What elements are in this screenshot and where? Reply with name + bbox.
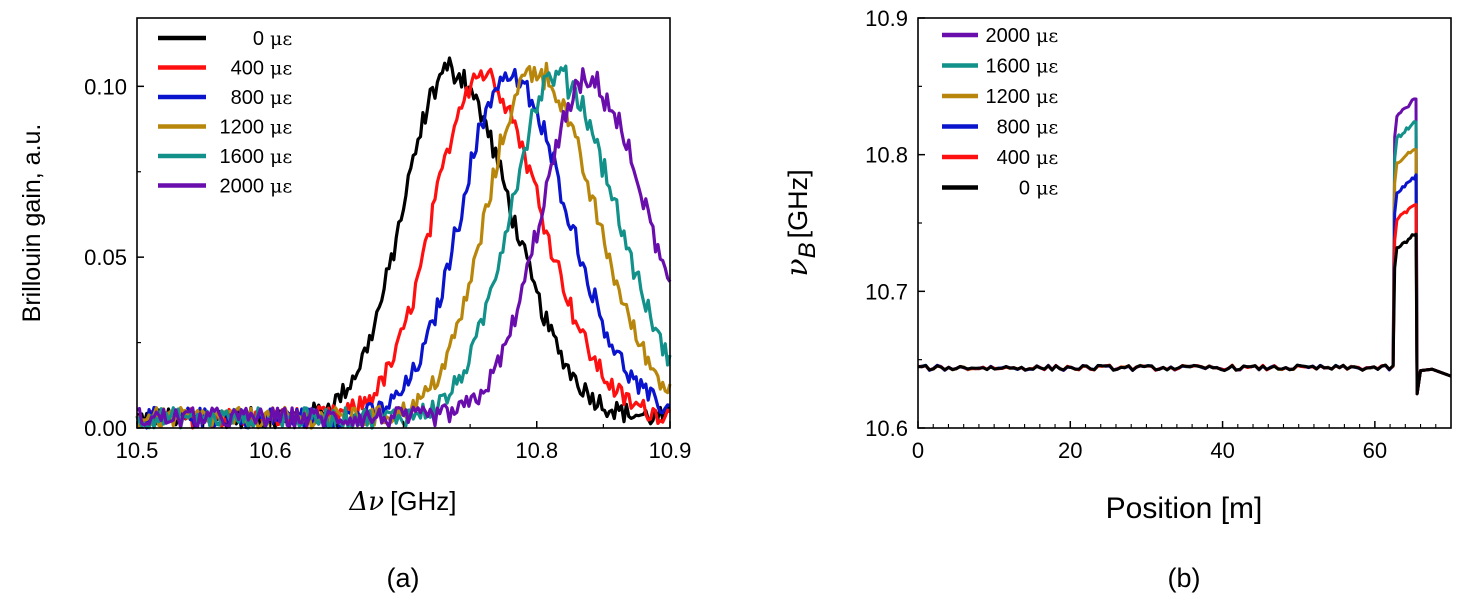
panel-a-y-tick-label: 0.00 bbox=[84, 416, 127, 441]
panel-a-x-axis-label: Δν [GHz] bbox=[348, 486, 456, 517]
panel-b-legend-label-800: 800 bbox=[997, 117, 1030, 139]
panel-b-series-group bbox=[917, 97, 1452, 396]
panel-b-legend-label-400: 400 bbox=[997, 147, 1030, 169]
panel-a-series-line-1600 bbox=[135, 64, 672, 430]
panel-b-series-line-1200 bbox=[917, 148, 1452, 396]
panel-b-x-tick-label: 40 bbox=[1210, 438, 1234, 463]
panel-a-legend-label-400: 400 bbox=[231, 58, 264, 80]
panel-a-x-tick-label: 10.7 bbox=[382, 438, 425, 463]
panel-b-y-tick-label: 10.8 bbox=[865, 143, 908, 168]
panel-b-series-line-0 bbox=[917, 232, 1452, 396]
panel-b-x-tick-label: 0 bbox=[912, 438, 924, 463]
panel-a-plot-frame bbox=[136, 17, 671, 429]
panel-a-ticks: 10.5 10.6 10.7 10.8 10.9 0.00 0.05 0.10 bbox=[84, 74, 691, 463]
panel-a-legend-unit: με bbox=[270, 58, 292, 80]
panel-a-x-axis-unit: [GHz] bbox=[390, 486, 456, 516]
panel-b-series-line-800 bbox=[917, 173, 1452, 396]
panel-a-y-tick-label: 0.05 bbox=[84, 245, 127, 270]
panel-a-y-tick-label: 0.10 bbox=[84, 74, 127, 99]
panel-a-series-line-0 bbox=[136, 56, 671, 430]
panel-b-y-axis-unit: [GHz] bbox=[783, 169, 813, 238]
panel-b-legend-label-1200: 1200 bbox=[986, 86, 1031, 108]
panel-b-y-axis-symbol: ν bbox=[780, 258, 815, 276]
panel-a-legend-label-2000: 2000 bbox=[220, 176, 265, 198]
panel-b-y-tick-label: 10.9 bbox=[865, 6, 908, 31]
panel-a-legend-label-1600: 1600 bbox=[220, 146, 265, 168]
panel-b-y-axis-label: νB [GHz] bbox=[780, 169, 821, 276]
panel-b-legend-label-0: 0 bbox=[1019, 178, 1030, 200]
panel-b-y-tick-label: 10.6 bbox=[865, 416, 908, 441]
panel-a-legend-label-1200: 1200 bbox=[220, 117, 265, 139]
panel-a-legend-unit: με bbox=[270, 117, 292, 139]
panel-a-caption: (a) bbox=[387, 563, 420, 593]
panel-b-legend-unit: με bbox=[1036, 147, 1058, 169]
panel-b-series-line-2000 bbox=[917, 97, 1452, 396]
panel-a-series-line-2000 bbox=[136, 67, 672, 430]
panel-b-legend-unit: με bbox=[1036, 178, 1058, 200]
panel-a-series-line-1200 bbox=[135, 61, 672, 430]
panel-b-x-tick-label: 20 bbox=[1058, 438, 1082, 463]
panel-a-legend-unit: με bbox=[270, 176, 292, 198]
panel-a-x-tick-label: 10.9 bbox=[649, 438, 692, 463]
panel-a-x-axis-symbol: Δν bbox=[348, 487, 384, 517]
panel-b-legend-label-1600: 1600 bbox=[986, 56, 1031, 78]
panel-b-ticks: 0 20 40 60 10.6 10.7 10.8 10.9 bbox=[865, 6, 1437, 463]
panel-b-x-tick-label: 60 bbox=[1363, 438, 1387, 463]
panel-b-legend-unit: με bbox=[1036, 56, 1058, 78]
panel-b-legend-unit: με bbox=[1036, 117, 1058, 139]
panel-b-x-axis-label: Position [m] bbox=[1106, 492, 1263, 525]
panel-a-y-axis-label: Brillouin gain, a.u. bbox=[18, 124, 46, 323]
panel-b-y-axis-subscript: B bbox=[794, 242, 821, 258]
panel-a-x-tick-label: 10.8 bbox=[515, 438, 558, 463]
panel-b-legend-unit: με bbox=[1036, 25, 1058, 47]
panel-a-legend-unit: με bbox=[270, 28, 292, 50]
panel-b-caption: (b) bbox=[1168, 563, 1201, 593]
panel-b-y-tick-label: 10.7 bbox=[865, 279, 908, 304]
panel-a-x-tick-label: 10.6 bbox=[249, 438, 292, 463]
panel-a-legend-unit: με bbox=[270, 87, 292, 109]
panel-a-legend-label-800: 800 bbox=[231, 87, 264, 109]
panel-a-x-tick-label: 10.5 bbox=[116, 438, 159, 463]
panel-a-brillouin-gain-spectra: 10.5 10.6 10.7 10.8 10.9 0.00 0.05 0.10 0 με 400 μ… bbox=[18, 17, 691, 593]
panel-a-series-line-400 bbox=[135, 67, 672, 430]
panel-a-legend-unit: με bbox=[270, 146, 292, 168]
panel-b-legend-label-2000: 2000 bbox=[986, 25, 1031, 47]
panel-a-series-group bbox=[135, 56, 672, 430]
panel-a-legend-label-0: 0 bbox=[253, 28, 264, 50]
panel-b-legend-unit: με bbox=[1036, 86, 1058, 108]
